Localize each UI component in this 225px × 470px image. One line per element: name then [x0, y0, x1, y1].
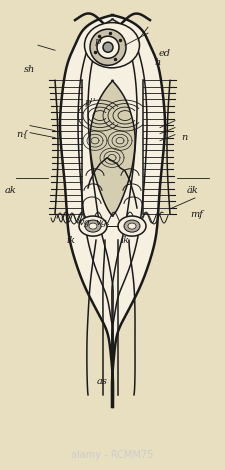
Text: n{: n{: [16, 129, 29, 138]
Text: n: n: [181, 133, 188, 142]
Text: äk: äk: [187, 186, 198, 195]
Text: h: h: [154, 57, 161, 67]
Ellipse shape: [118, 216, 146, 236]
Circle shape: [90, 29, 126, 65]
Text: p': p': [94, 37, 104, 46]
Text: vg: vg: [79, 219, 90, 227]
Text: alamy - RCMM75: alamy - RCMM75: [71, 450, 154, 460]
Text: mf: mf: [190, 210, 203, 219]
Text: ed: ed: [158, 49, 170, 58]
Circle shape: [103, 42, 113, 52]
Ellipse shape: [124, 220, 140, 232]
Ellipse shape: [79, 216, 107, 236]
Ellipse shape: [128, 223, 136, 229]
Text: ak: ak: [4, 186, 16, 195]
Text: ik: ik: [66, 236, 75, 245]
Polygon shape: [90, 80, 135, 216]
Polygon shape: [60, 15, 165, 407]
Ellipse shape: [89, 223, 97, 229]
Text: as: as: [97, 376, 108, 386]
Ellipse shape: [85, 23, 140, 68]
Circle shape: [97, 36, 119, 58]
Text: vg.: vg.: [96, 219, 111, 227]
Text: sh: sh: [24, 65, 35, 74]
Text: ik: ik: [120, 236, 129, 245]
Ellipse shape: [85, 220, 101, 232]
Text: p'': p'': [84, 98, 96, 107]
